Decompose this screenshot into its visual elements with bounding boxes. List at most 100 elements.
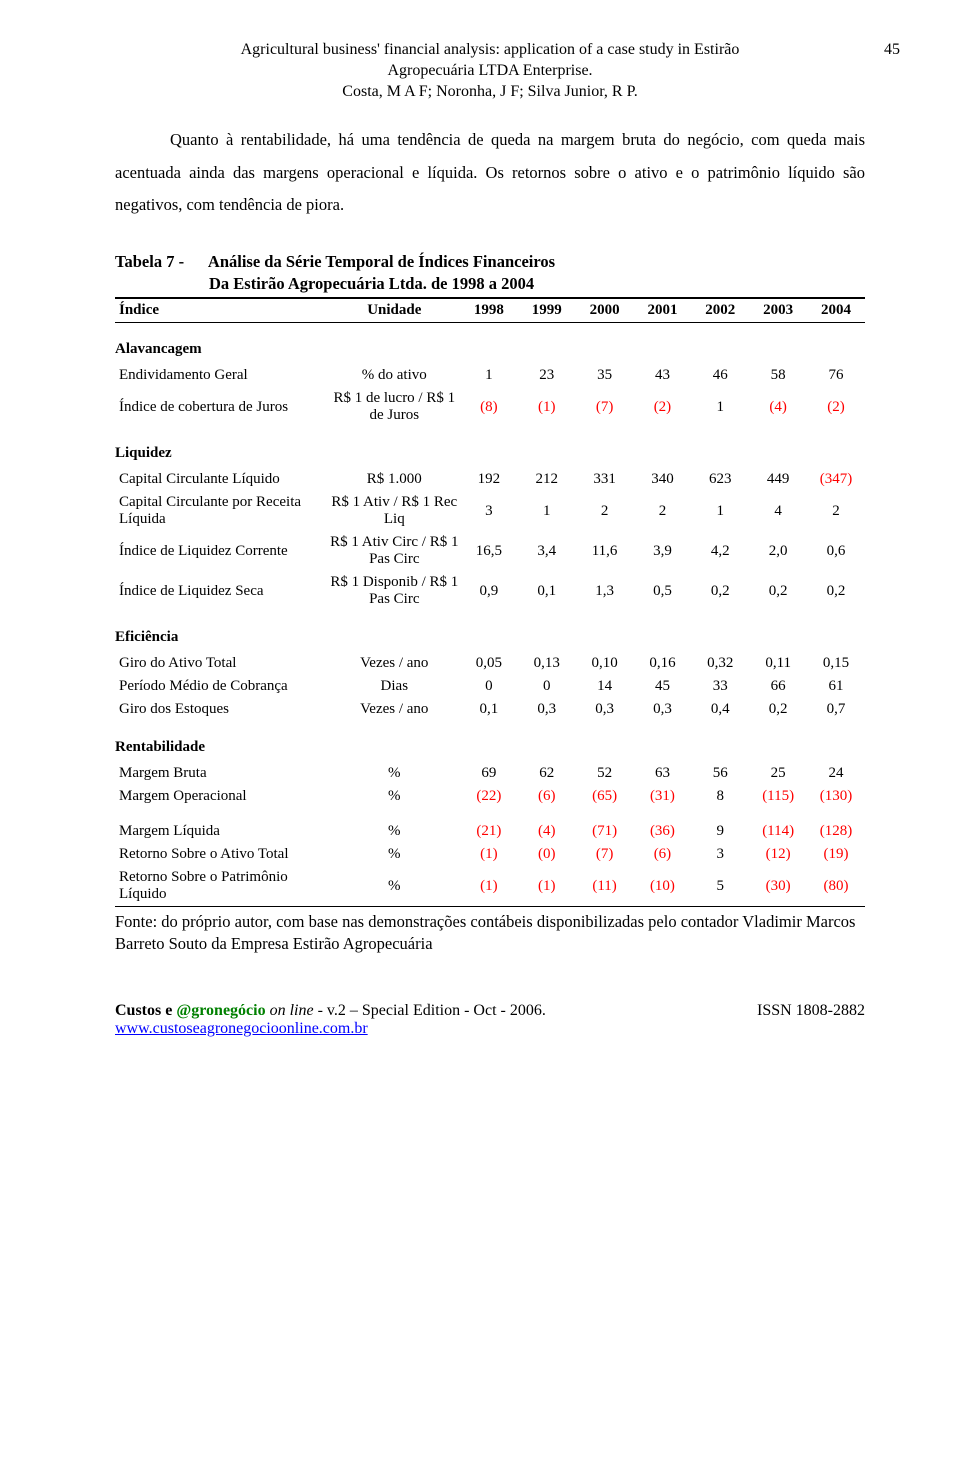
cell-value: 58: [749, 364, 807, 387]
row-unit: %: [329, 843, 460, 866]
row-label: Margem Líquida: [115, 820, 329, 843]
row-unit: Vezes / ano: [329, 652, 460, 675]
table-source: Fonte: do próprio autor, com base nas de…: [115, 911, 865, 954]
cell-value: 56: [691, 762, 749, 785]
cell-value: (1): [460, 866, 518, 907]
section-header: Liquidez: [115, 427, 865, 468]
row-unit: R$ 1 Ativ / R$ 1 Rec Liq: [329, 491, 460, 531]
footer-journal-custos: Custos e @gronegócio: [115, 1002, 266, 1019]
row-label: Retorno Sobre o Ativo Total: [115, 843, 329, 866]
header-title-2: Agropecuária LTDA Enterprise.: [115, 61, 865, 82]
cell-value: 1: [691, 491, 749, 531]
financial-table: Índice Unidade 1998 1999 2000 2001 2002 …: [115, 297, 865, 907]
cell-value: (11): [576, 866, 634, 907]
page-number: 45: [884, 40, 900, 61]
page-header: 45 Agricultural business' financial anal…: [115, 40, 865, 102]
table-body: AlavancagemEndividamento Geral% do ativo…: [115, 323, 865, 907]
cell-value: 23: [518, 364, 576, 387]
cell-value: 0,10: [576, 652, 634, 675]
cell-value: 0,3: [518, 698, 576, 721]
table-row: Giro dos EstoquesVezes / ano0,10,30,30,3…: [115, 698, 865, 721]
cell-value: (115): [749, 785, 807, 808]
cell-value: (2): [634, 387, 692, 427]
table-row: Retorno Sobre o Ativo Total%(1)(0)(7)(6)…: [115, 843, 865, 866]
cell-value: (1): [518, 866, 576, 907]
cell-value: 16,5: [460, 531, 518, 571]
header-title-1: Agricultural business' financial analysi…: [115, 40, 865, 61]
cell-value: 33: [691, 675, 749, 698]
cell-value: 2: [576, 491, 634, 531]
section-header: Rentabilidade: [115, 721, 865, 762]
row-unit: R$ 1 Ativ Circ / R$ 1 Pas Circ: [329, 531, 460, 571]
cell-value: 43: [634, 364, 692, 387]
cell-value: 62: [518, 762, 576, 785]
cell-value: 0,1: [518, 571, 576, 611]
row-unit: R$ 1 Disponib / R$ 1 Pas Circ: [329, 571, 460, 611]
cell-value: (80): [807, 866, 865, 907]
page-footer: Custos e @gronegócio on line - v.2 – Spe…: [115, 1002, 865, 1038]
cell-value: (31): [634, 785, 692, 808]
cell-value: 449: [749, 468, 807, 491]
cell-value: (114): [749, 820, 807, 843]
cell-value: 0,2: [807, 571, 865, 611]
cell-value: (0): [518, 843, 576, 866]
table-title: Tabela 7 - Análise da Série Temporal de …: [115, 251, 865, 296]
cell-value: 0,13: [518, 652, 576, 675]
table-row: Período Médio de CobrançaDias00144533666…: [115, 675, 865, 698]
section-header: Eficiência: [115, 611, 865, 652]
cell-value: 3,4: [518, 531, 576, 571]
cell-value: (1): [460, 843, 518, 866]
cell-value: 0,2: [691, 571, 749, 611]
cell-value: 192: [460, 468, 518, 491]
table-row: Margem Líquida%(21)(4)(71)(36)9(114)(128…: [115, 820, 865, 843]
cell-value: 4: [749, 491, 807, 531]
cell-value: 69: [460, 762, 518, 785]
header-authors: Costa, M A F; Noronha, J F; Silva Junior…: [115, 82, 865, 103]
cell-value: 0: [460, 675, 518, 698]
cell-value: 1: [691, 387, 749, 427]
table-title-line2: Da Estirão Agropecuária Ltda. de 1998 a …: [115, 273, 865, 295]
cell-value: 76: [807, 364, 865, 387]
col-2002: 2002: [691, 298, 749, 323]
cell-value: 2: [807, 491, 865, 531]
footer-issn: ISSN 1808-2882: [757, 1002, 865, 1038]
cell-value: 11,6: [576, 531, 634, 571]
cell-value: 0,9: [460, 571, 518, 611]
table-row: Índice de Liquidez SecaR$ 1 Disponib / R…: [115, 571, 865, 611]
row-label: Capital Circulante Líquido: [115, 468, 329, 491]
cell-value: 8: [691, 785, 749, 808]
row-unit: % do ativo: [329, 364, 460, 387]
cell-value: (7): [576, 387, 634, 427]
row-unit: %: [329, 785, 460, 808]
row-label: Índice de Liquidez Seca: [115, 571, 329, 611]
cell-value: 0,1: [460, 698, 518, 721]
cell-value: 0,32: [691, 652, 749, 675]
cell-value: 1,3: [576, 571, 634, 611]
cell-value: (7): [576, 843, 634, 866]
cell-value: (36): [634, 820, 692, 843]
row-label: Giro dos Estoques: [115, 698, 329, 721]
footer-url-link[interactable]: www.custoseagronegocioonline.com.br: [115, 1020, 368, 1037]
cell-value: (65): [576, 785, 634, 808]
cell-value: 3,9: [634, 531, 692, 571]
row-unit: R$ 1.000: [329, 468, 460, 491]
cell-value: (4): [749, 387, 807, 427]
table-row: Margem Bruta%69625263562524: [115, 762, 865, 785]
cell-value: (347): [807, 468, 865, 491]
col-unidade: Unidade: [329, 298, 460, 323]
row-unit: Vezes / ano: [329, 698, 460, 721]
cell-value: 35: [576, 364, 634, 387]
row-unit: %: [329, 820, 460, 843]
row-unit: %: [329, 866, 460, 907]
row-unit: R$ 1 de lucro / R$ 1 de Juros: [329, 387, 460, 427]
cell-value: (128): [807, 820, 865, 843]
cell-value: 25: [749, 762, 807, 785]
cell-value: (130): [807, 785, 865, 808]
cell-value: 4,2: [691, 531, 749, 571]
cell-value: 0,7: [807, 698, 865, 721]
cell-value: 3: [691, 843, 749, 866]
footer-online: on line: [266, 1002, 314, 1019]
cell-value: (10): [634, 866, 692, 907]
row-label: Índice de cobertura de Juros: [115, 387, 329, 427]
cell-value: (12): [749, 843, 807, 866]
